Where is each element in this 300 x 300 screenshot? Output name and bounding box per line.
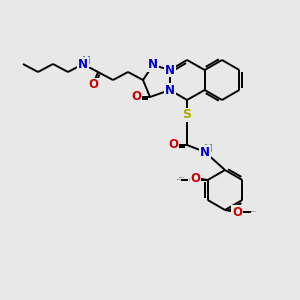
Text: O: O	[189, 173, 199, 187]
Text: O: O	[232, 206, 242, 218]
Text: N: N	[148, 58, 158, 71]
Text: S: S	[182, 109, 191, 122]
Text: methoxy: methoxy	[179, 177, 185, 178]
Text: H: H	[204, 144, 212, 154]
Text: N: N	[165, 83, 175, 97]
Text: O: O	[131, 91, 141, 103]
Text: methoxy: methoxy	[177, 179, 183, 180]
Text: H: H	[82, 56, 90, 66]
Text: O: O	[191, 172, 201, 184]
Text: O: O	[168, 139, 178, 152]
Text: N: N	[78, 58, 88, 70]
Text: methoxy: methoxy	[251, 211, 257, 212]
Text: O: O	[88, 79, 98, 92]
Text: N: N	[200, 146, 210, 158]
Text: N: N	[165, 64, 175, 76]
